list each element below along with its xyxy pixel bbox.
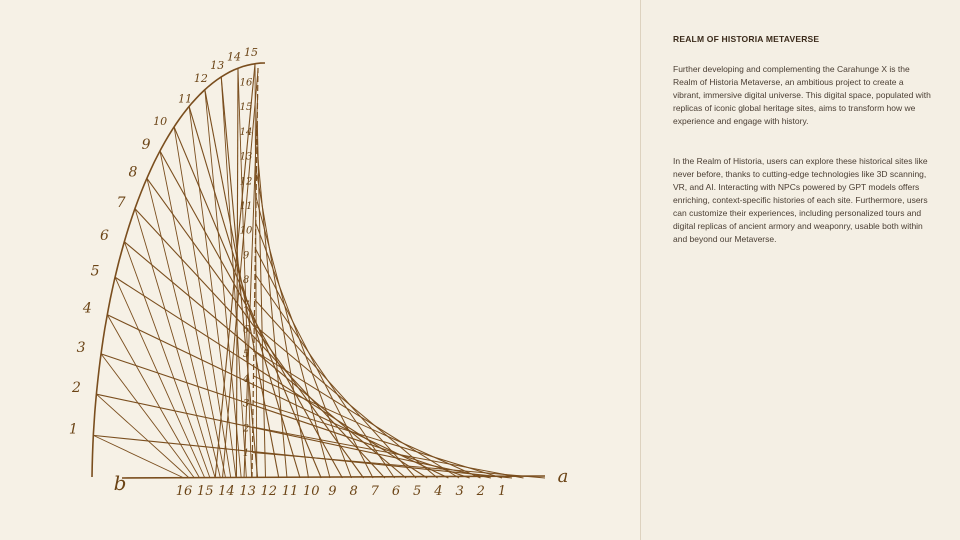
arc-label: 13: [210, 59, 224, 72]
baseline-label: 4: [433, 484, 442, 499]
section-title: REALM OF HISTORIA METAVERSE: [673, 34, 820, 44]
axis-label: 13: [240, 152, 253, 163]
baseline-label: 11: [282, 484, 299, 499]
axis-stitch-line: [252, 401, 503, 479]
outer-arc: [91, 62, 266, 478]
stitch-line: [96, 393, 491, 479]
axis-stitch-line: [253, 350, 460, 479]
axis-label: 7: [243, 300, 250, 311]
arc-label: 4: [82, 301, 92, 317]
paragraph-intro: Further developing and complementing the…: [673, 64, 931, 126]
axis-label: 1: [243, 448, 249, 459]
axis-stitch-line: [256, 171, 309, 479]
axis-label: 12: [240, 176, 253, 187]
baseline-label: 13: [239, 484, 256, 499]
vertical-axis: [251, 67, 259, 479]
arc-label: 2: [71, 380, 81, 396]
arc-label: 3: [77, 340, 86, 356]
arc-label: 8: [129, 164, 138, 180]
arc-label: 12: [194, 72, 208, 85]
fan-line: [114, 277, 206, 479]
axis-label: 2: [242, 423, 249, 434]
fan-line: [134, 208, 216, 479]
axis-label: 9: [243, 250, 250, 261]
axis-stitch-line: [252, 452, 546, 479]
baseline-label: 12: [261, 484, 278, 499]
baseline-label: 8: [349, 484, 357, 499]
arc-label: 1: [69, 421, 78, 437]
axis-label: 4: [242, 374, 249, 385]
arc-label: 5: [91, 263, 100, 279]
baseline-label: 1: [498, 484, 506, 499]
arc-label: 6: [100, 228, 109, 244]
stitch-line: [220, 77, 259, 479]
stitch-line: [235, 68, 239, 479]
arc-label: 15: [244, 46, 258, 59]
axis-label: 10: [240, 226, 253, 237]
diagram-construction-lines: [91, 62, 546, 479]
stitch-line: [107, 314, 449, 479]
axis-label: 8: [243, 275, 249, 286]
text-panel: [641, 0, 960, 540]
axis-stitch-line: [253, 375, 481, 479]
corner-label-b: b: [114, 471, 127, 495]
baseline-label: 9: [328, 484, 336, 499]
baseline-label: 14: [218, 484, 235, 499]
fan-line: [220, 77, 247, 479]
fan-line: [123, 241, 211, 479]
axis-stitch-line: [252, 426, 524, 479]
fan-line: [106, 314, 200, 479]
axis-stitch-line: [222, 69, 259, 479]
baseline-label: 10: [303, 484, 320, 499]
fan-line: [237, 68, 253, 479]
axis-stitch-line: [254, 299, 417, 479]
axis-stitch-line: [256, 146, 288, 479]
fan-line: [173, 127, 232, 479]
arc-label: 7: [117, 195, 126, 211]
stitch-line: [214, 63, 256, 479]
baseline-label: 7: [371, 484, 380, 499]
panel-divider: [640, 0, 641, 540]
axis-label: 15: [240, 102, 253, 113]
stitch-line: [114, 276, 428, 479]
axis-label: 11: [240, 201, 253, 212]
axis-label: 3: [243, 399, 249, 410]
axis-stitch-line: [255, 222, 352, 479]
stitch-line: [100, 353, 470, 479]
axis-label: 16: [240, 78, 253, 89]
axis-label: 6: [243, 325, 250, 336]
fan-line: [204, 89, 242, 479]
baseline-label: 2: [476, 484, 485, 499]
axis-stitch-line: [256, 120, 266, 479]
baseline-label: 6: [392, 484, 400, 499]
fan-line: [188, 106, 237, 479]
baseline-label: 15: [197, 484, 214, 499]
fan-line: [146, 178, 221, 479]
axis-stitch-line: [254, 273, 395, 479]
arc-label: 14: [227, 50, 241, 63]
fan-line: [100, 353, 195, 479]
axis-stitch-line: [254, 248, 374, 479]
axis-label: 5: [243, 349, 249, 360]
corner-label-a: a: [558, 466, 569, 487]
arc-label: 9: [142, 137, 151, 153]
baseline-label: 5: [413, 484, 421, 499]
arc-label: 10: [153, 115, 167, 128]
fan-line: [254, 63, 258, 479]
stitch-line: [204, 89, 280, 479]
illustration-panel: [0, 0, 640, 540]
paragraph-details: In the Realm of Historia, users can expl…: [673, 156, 928, 244]
fan-line: [159, 151, 227, 479]
baseline: [121, 475, 546, 479]
baseline-label: 3: [455, 484, 463, 499]
axis-label: 14: [240, 127, 253, 138]
fan-line: [96, 393, 190, 479]
axis-stitch-line: [253, 324, 438, 479]
arc-label: 11: [178, 93, 192, 106]
fan-line: [93, 434, 185, 479]
baseline-label: 16: [176, 484, 193, 499]
